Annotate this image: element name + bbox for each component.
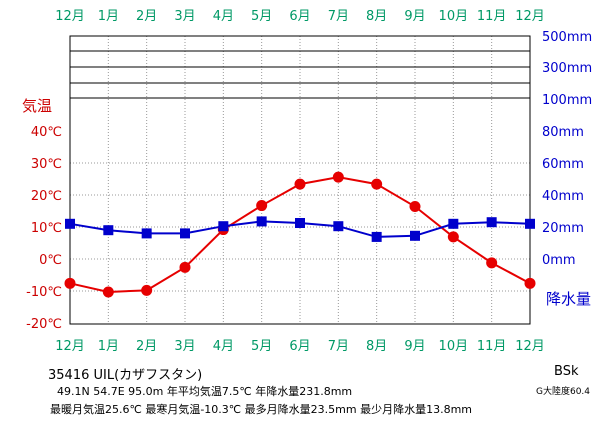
plot-frame <box>69 35 531 325</box>
month-label: 7月 <box>328 9 349 24</box>
precipitation-point <box>256 216 267 227</box>
month-label: 10月 <box>439 9 469 24</box>
month-label: 12月 <box>55 9 85 24</box>
precipitation-point <box>218 221 229 232</box>
month-label: 2月 <box>136 9 157 24</box>
temperature-point <box>256 200 268 212</box>
precipitation-axis-ticks: 500mm 300mm 100mm 80mm 60mm 40mm 20mm 0mm <box>542 30 592 268</box>
precipitation-point <box>333 221 344 232</box>
temperature-tick-label: 40℃ <box>31 125 62 140</box>
precipitation-point <box>525 218 535 229</box>
month-label: 1月 <box>98 9 119 24</box>
month-label: 1月 <box>98 339 119 354</box>
month-label: 12月 <box>515 339 545 354</box>
precipitation-point <box>448 218 459 229</box>
station-stats-line1: 49.1N 54.7E 95.0m 年平均気温7.5℃ 年降水量231.8mm <box>57 385 353 398</box>
station-header: 35416 UIL(カザフスタン) <box>48 368 203 383</box>
month-label: 5月 <box>251 339 272 354</box>
month-label: 8月 <box>366 339 387 354</box>
temperature-axis-title: 気温 <box>22 97 52 115</box>
temperature-tick-label: 30℃ <box>31 157 62 172</box>
month-label: 12月 <box>55 339 85 354</box>
temperature-point <box>409 201 421 213</box>
continentality-index: G大陸度60.4 <box>536 387 591 397</box>
precipitation-point <box>103 225 114 236</box>
month-label: 12月 <box>515 9 545 24</box>
month-label: 5月 <box>251 9 272 24</box>
temperature-axis-ticks: 40℃ 30℃ 20℃ 10℃ 0℃ -10℃ -20℃ <box>26 125 62 332</box>
precipitation-point <box>295 218 305 228</box>
precipitation-tick-label: 40mm <box>542 189 584 204</box>
temperature-tick-label: 20℃ <box>31 189 62 204</box>
month-label: 6月 <box>289 9 310 24</box>
temperature-tick-label: -20℃ <box>26 317 62 332</box>
month-label: 6月 <box>289 339 310 354</box>
precipitation-tick-label: 300mm <box>542 61 592 76</box>
temperature-point <box>102 286 114 298</box>
temperature-point <box>486 257 498 269</box>
temperature-point <box>371 178 383 190</box>
precipitation-tick-label: 20mm <box>542 221 584 236</box>
temperature-point <box>524 277 536 289</box>
month-label: 9月 <box>404 9 425 24</box>
month-label: 3月 <box>174 9 195 24</box>
precipitation-point <box>410 230 420 241</box>
precipitation-point <box>141 228 152 239</box>
temperature-tick-label: 10℃ <box>31 221 62 236</box>
precipitation-tick-label: 100mm <box>542 93 592 108</box>
month-label: 9月 <box>404 339 425 354</box>
series-markers <box>64 171 536 298</box>
precipitation-tick-label: 500mm <box>542 30 592 45</box>
month-label: 10月 <box>439 339 469 354</box>
precipitation-axis-title: 降水量 <box>546 290 591 308</box>
temperature-point <box>141 284 153 296</box>
precipitation-point <box>371 231 382 242</box>
temperature-point <box>64 277 76 289</box>
temperature-tick-label: 0℃ <box>39 253 62 268</box>
month-label: 4月 <box>213 339 234 354</box>
month-label: 3月 <box>174 339 195 354</box>
month-label: 11月 <box>477 9 507 24</box>
month-labels-bottom: 12月 1月 2月 3月 4月 5月 6月 7月 8月 9月 10月 11月 12月 <box>55 339 545 354</box>
precipitation-point <box>486 217 497 228</box>
precipitation-point <box>180 228 190 239</box>
month-label: 11月 <box>477 339 507 354</box>
climate-classification: BSk <box>554 364 579 379</box>
temperature-point <box>447 231 459 243</box>
month-labels-top: 12月 1月 2月 3月 4月 5月 6月 7月 8月 9月 10月 11月 12月 <box>55 9 545 24</box>
month-label: 8月 <box>366 9 387 24</box>
temperature-point <box>294 178 306 190</box>
precipitation-point <box>65 218 75 229</box>
month-label: 2月 <box>136 339 157 354</box>
precipitation-tick-label: 80mm <box>542 125 584 140</box>
station-stats-line2: 最暖月気温25.6℃ 最寒月気温-10.3℃ 最多月降水量23.5mm 最少月降… <box>50 403 472 416</box>
month-label: 7月 <box>328 339 349 354</box>
temperature-tick-label: -10℃ <box>26 285 62 300</box>
temperature-point <box>179 261 191 273</box>
precipitation-tick-label: 60mm <box>542 157 584 172</box>
precipitation-tick-label: 0mm <box>542 253 576 268</box>
month-label: 4月 <box>213 9 234 24</box>
temperature-point <box>332 171 344 183</box>
